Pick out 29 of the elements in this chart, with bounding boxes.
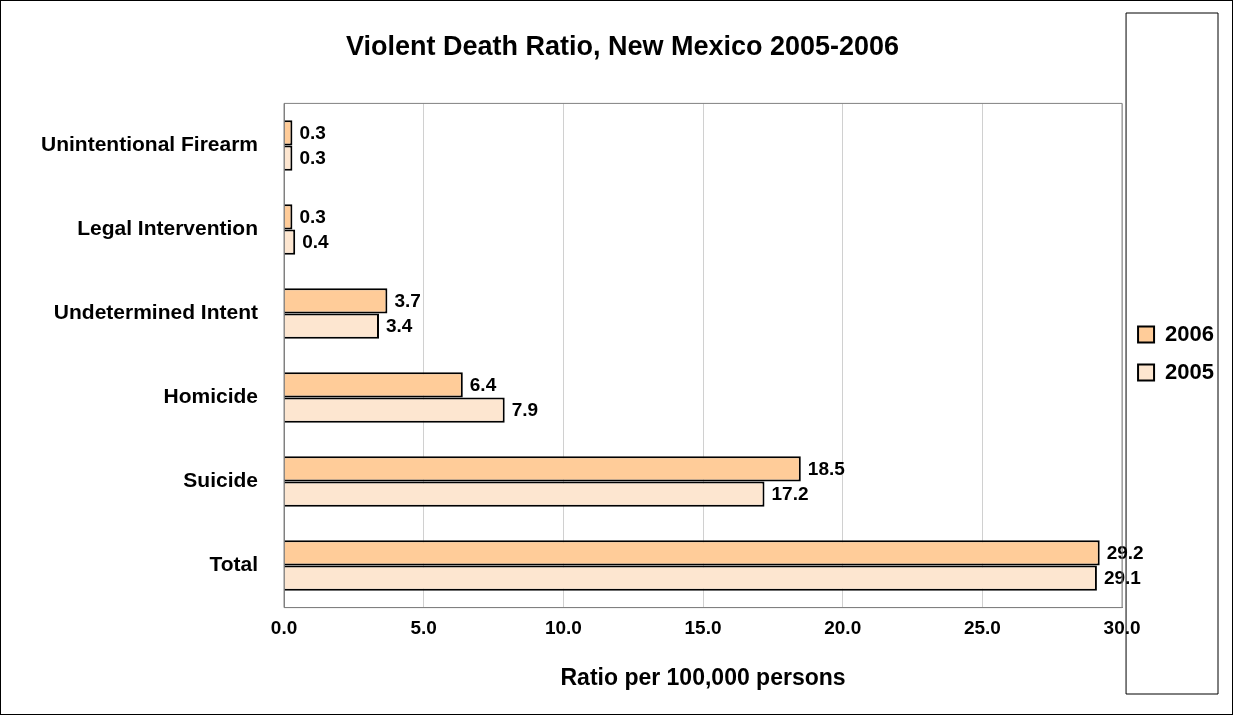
chart-title: Violent Death Ratio, New Mexico 2005-2006 [345, 30, 900, 61]
x-tick-label: 25.0 [963, 617, 1001, 639]
y-tick-label: Undetermined Intent [53, 300, 259, 324]
y-tick-label: Suicide [183, 468, 259, 492]
x-tick-label: 15.0 [684, 617, 722, 639]
x-tick-label: 20.0 [824, 617, 862, 639]
x-tick-label: 10.0 [544, 617, 582, 639]
y-tick-label: Total [209, 552, 259, 576]
data-label: 7.9 [511, 399, 539, 421]
data-label: 29.1 [1103, 567, 1142, 589]
data-label: 0.4 [302, 231, 330, 253]
data-label: 18.5 [807, 458, 846, 480]
data-label: 6.4 [469, 374, 497, 396]
x-tick-label: 30.0 [1103, 617, 1141, 639]
data-label: 17.2 [771, 483, 809, 505]
data-label: 3.4 [386, 315, 413, 337]
data-label: 0.3 [299, 147, 326, 169]
data-label: 0.3 [299, 206, 326, 228]
x-tick-label: 0.0 [270, 617, 298, 639]
y-tick-label: Legal Intervention [77, 216, 259, 240]
data-label: 0.3 [299, 122, 326, 144]
data-label: 3.7 [394, 290, 421, 312]
data-label: 29.2 [1106, 542, 1144, 564]
legend-label: 2005 [1165, 358, 1215, 384]
y-tick-label: Homicide [163, 384, 259, 408]
legend-label: 2006 [1165, 320, 1215, 346]
y-tick-label: Unintentional Firearm [40, 132, 259, 156]
x-tick-label: 5.0 [410, 617, 437, 639]
x-axis-title: Ratio per 100,000 persons [560, 663, 846, 690]
